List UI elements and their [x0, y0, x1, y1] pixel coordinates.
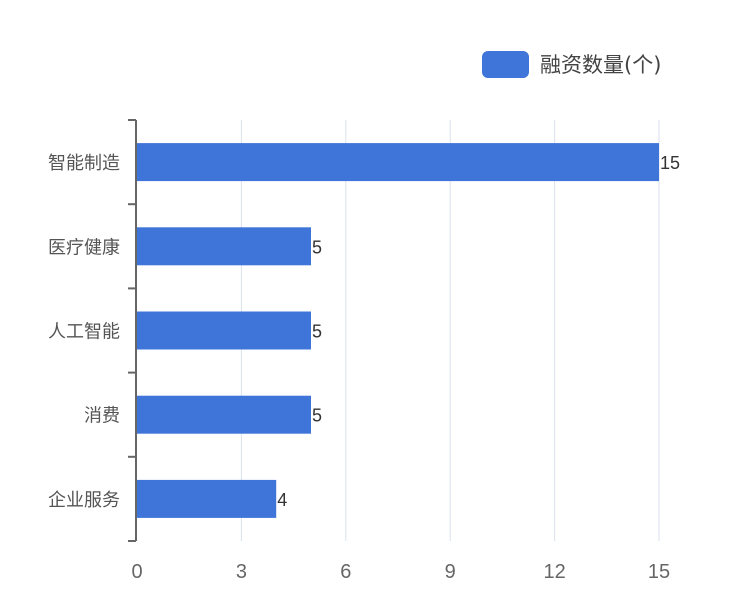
x-tick-label: 12	[543, 561, 565, 583]
data-label: 5	[312, 237, 322, 257]
bar[interactable]	[137, 311, 311, 350]
category-label: 企业服务	[48, 490, 120, 511]
category-label: 医疗健康	[48, 237, 120, 258]
category-label: 人工智能	[48, 322, 120, 343]
data-labels: 15 5 5 5 4	[277, 153, 680, 510]
y-axis	[128, 119, 137, 542]
data-label: 5	[312, 322, 322, 342]
x-tick-label: 9	[445, 561, 456, 583]
x-tick-label: 6	[340, 561, 351, 583]
data-label: 4	[277, 490, 287, 510]
category-label: 智能制造	[48, 153, 120, 174]
legend-swatch	[482, 50, 529, 78]
bar[interactable]	[137, 227, 311, 266]
category-label: 消费	[84, 406, 120, 427]
bar[interactable]	[137, 395, 311, 434]
legend-label: 融资数量(个)	[540, 53, 662, 77]
bar[interactable]	[137, 143, 659, 182]
legend[interactable]: 融资数量(个)	[482, 49, 661, 79]
data-label: 5	[312, 406, 322, 426]
data-label: 15	[660, 153, 680, 173]
x-axis-labels: 0 3 6 9 12 15	[131, 561, 670, 583]
x-tick-label: 3	[236, 561, 247, 583]
bars	[137, 143, 659, 518]
x-tick-label: 15	[648, 561, 670, 583]
bar[interactable]	[137, 479, 277, 518]
x-tick-label: 0	[131, 561, 142, 583]
